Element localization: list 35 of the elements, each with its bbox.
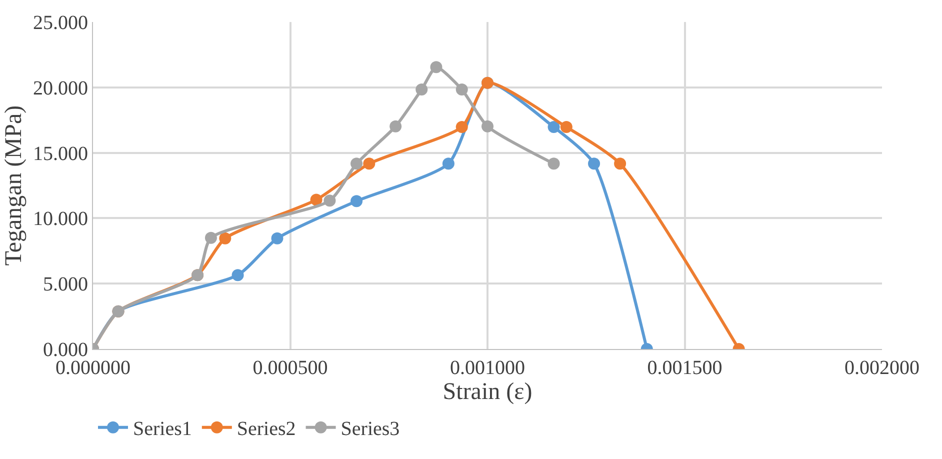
y-tick-label: 15.000 [33, 142, 88, 165]
point [350, 195, 363, 208]
x-tick-label: 0.001000 [450, 357, 525, 379]
legend-label: Series3 [340, 418, 400, 440]
point [363, 158, 376, 170]
point [324, 194, 336, 207]
point [614, 158, 626, 170]
x-tick-label: 0.001500 [647, 357, 722, 379]
point [310, 194, 322, 206]
point [456, 121, 468, 134]
point [204, 232, 217, 244]
x-axis-title: Strain (ε) [442, 379, 532, 405]
x-tick-label: 0.002000 [844, 357, 920, 379]
point [271, 232, 284, 244]
point [548, 158, 560, 170]
point [350, 158, 363, 170]
y-tick-label: 5.000 [43, 274, 88, 296]
point [232, 269, 244, 282]
point [442, 158, 454, 170]
point [560, 121, 572, 134]
x-tick-label: 0.000500 [252, 357, 328, 379]
point [416, 83, 428, 96]
y-tick-label: 20.000 [33, 77, 88, 100]
legend-label: Series2 [236, 418, 296, 440]
y-tick-label: 10.000 [33, 208, 88, 230]
point [430, 61, 442, 74]
point [482, 120, 494, 132]
point [219, 232, 232, 244]
point [390, 120, 402, 132]
point [588, 158, 600, 170]
legend-label: Series1 [133, 418, 192, 440]
y-axis-title: Tegangan (MPa) [1, 105, 28, 266]
point [548, 121, 560, 134]
point [456, 83, 468, 96]
y-tick-label: 25.000 [33, 12, 88, 34]
